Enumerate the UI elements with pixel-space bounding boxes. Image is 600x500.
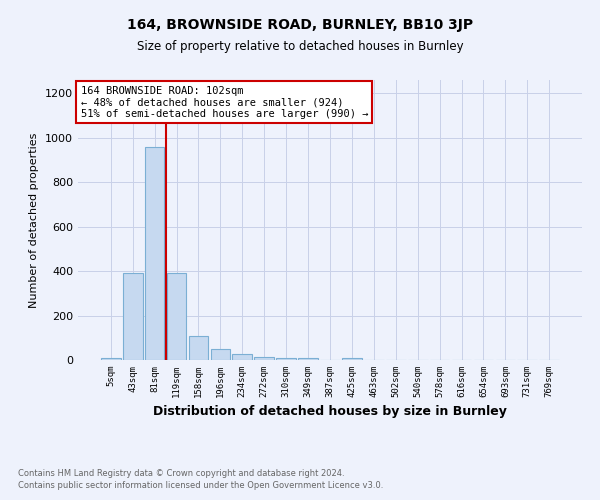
- Bar: [167, 274, 187, 360]
- Y-axis label: Number of detached properties: Number of detached properties: [29, 132, 40, 308]
- Text: 164 BROWNSIDE ROAD: 102sqm
← 48% of detached houses are smaller (924)
51% of sem: 164 BROWNSIDE ROAD: 102sqm ← 48% of deta…: [80, 86, 368, 119]
- Text: Contains HM Land Registry data © Crown copyright and database right 2024.: Contains HM Land Registry data © Crown c…: [18, 468, 344, 477]
- Text: Size of property relative to detached houses in Burnley: Size of property relative to detached ho…: [137, 40, 463, 53]
- Bar: [342, 358, 362, 360]
- Text: 164, BROWNSIDE ROAD, BURNLEY, BB10 3JP: 164, BROWNSIDE ROAD, BURNLEY, BB10 3JP: [127, 18, 473, 32]
- Bar: [101, 358, 121, 360]
- Bar: [298, 358, 318, 360]
- Bar: [254, 356, 274, 360]
- Bar: [276, 358, 296, 360]
- Bar: [211, 349, 230, 360]
- Bar: [145, 146, 164, 360]
- Text: Contains public sector information licensed under the Open Government Licence v3: Contains public sector information licen…: [18, 481, 383, 490]
- Bar: [232, 354, 252, 360]
- Bar: [188, 336, 208, 360]
- X-axis label: Distribution of detached houses by size in Burnley: Distribution of detached houses by size …: [153, 406, 507, 418]
- Bar: [123, 274, 143, 360]
